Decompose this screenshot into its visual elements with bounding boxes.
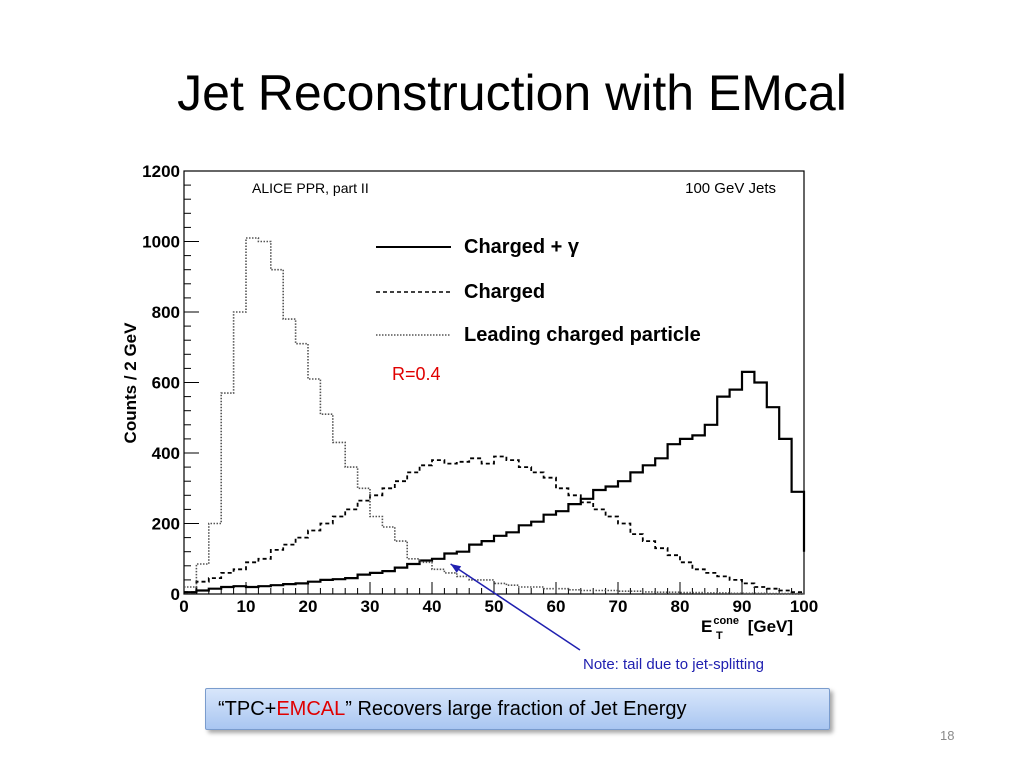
y-tick-label: 200 bbox=[152, 515, 180, 534]
x-tick-label: 70 bbox=[609, 597, 628, 616]
x-tick-label: 0 bbox=[179, 597, 188, 616]
x-axis-label-unit: [GeV] bbox=[743, 617, 793, 636]
y-tick-labels: 0 200 400 600 800 1000 1200 bbox=[142, 162, 180, 604]
series-line-1 bbox=[184, 455, 804, 594]
x-tick-label: 100 bbox=[790, 597, 818, 616]
x-tick-label: 40 bbox=[423, 597, 442, 616]
callout-suffix: ” Recovers large fraction of Jet Energy bbox=[345, 698, 687, 720]
y-tick-label: 400 bbox=[152, 444, 180, 463]
y-axis-label: Counts / 2 GeV bbox=[121, 322, 140, 444]
histogram-chart: 0 10 20 30 40 50 60 70 80 90 100 0 200 400 600 800 1000… bbox=[121, 162, 818, 673]
series-line-2 bbox=[184, 237, 804, 595]
x-axis-label: Econe T [GeV] bbox=[701, 615, 793, 642]
y-tick-label: 0 bbox=[171, 585, 180, 604]
y-tick-label: 1200 bbox=[142, 162, 180, 181]
x-tick-labels: 0 10 20 30 40 50 60 70 80 90 100 bbox=[179, 597, 818, 616]
x-axis-label-main: E bbox=[701, 617, 712, 636]
plot-frame bbox=[183, 170, 805, 595]
callout-box: “TPC+EMCAL” Recovers large fraction of J… bbox=[205, 688, 830, 730]
x-tick-label: 10 bbox=[237, 597, 256, 616]
y-tick-label: 800 bbox=[152, 303, 180, 322]
x-tick-label: 20 bbox=[299, 597, 318, 616]
top-left-text: ALICE PPR, part II bbox=[252, 180, 369, 196]
legend-label-1: Charged bbox=[464, 281, 545, 303]
param-label: R=0.4 bbox=[392, 364, 441, 384]
annotation-arrowhead bbox=[450, 564, 462, 573]
y-tick-label: 1000 bbox=[142, 233, 180, 252]
slide-number: 18 bbox=[940, 728, 955, 743]
y-tick-label: 600 bbox=[152, 374, 180, 393]
x-tick-label: 90 bbox=[733, 597, 752, 616]
top-right-text: 100 GeV Jets bbox=[685, 180, 776, 197]
slide-title: Jet Reconstruction with EMcal bbox=[177, 65, 847, 121]
legend-label-2: Leading charged particle bbox=[464, 324, 701, 346]
callout-highlight: EMCAL bbox=[276, 698, 346, 720]
x-tick-label: 80 bbox=[671, 597, 690, 616]
legend: Charged + γ Charged Leading charged part… bbox=[376, 236, 701, 346]
annotation-text: Note: tail due to jet-splitting bbox=[583, 656, 764, 673]
x-tick-label: 50 bbox=[485, 597, 504, 616]
series-layer bbox=[184, 237, 806, 595]
x-tick-label: 60 bbox=[547, 597, 566, 616]
callout-prefix: “TPC+ bbox=[218, 698, 277, 720]
x-axis-label-sup: cone bbox=[713, 615, 739, 627]
x-tick-label: 30 bbox=[361, 597, 380, 616]
x-axis-label-sub: T bbox=[716, 630, 723, 642]
legend-label-0: Charged + γ bbox=[464, 236, 580, 258]
annotation-arrow bbox=[450, 563, 581, 651]
series-line-0 bbox=[184, 370, 806, 594]
